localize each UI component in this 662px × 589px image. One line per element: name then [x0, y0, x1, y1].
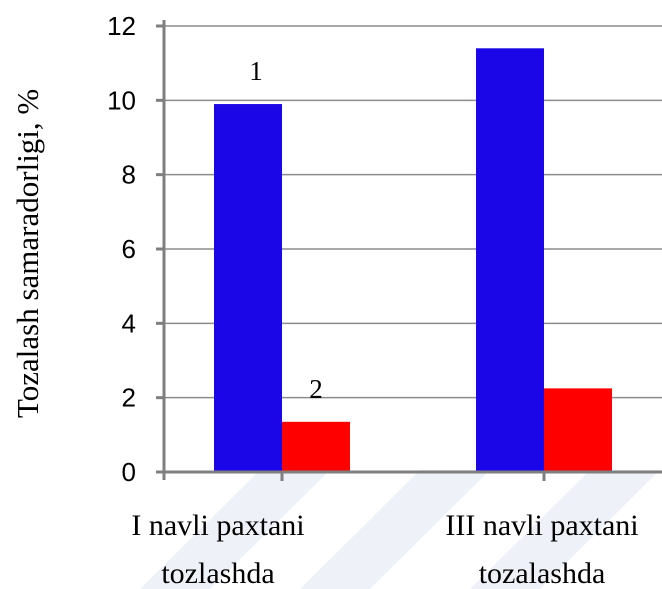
y-tick-label: 10 — [107, 85, 136, 115]
y-tick-label: 6 — [122, 234, 136, 264]
y-tick-labels: 0 2 4 6 8 10 12 — [107, 11, 136, 487]
x-category-label-2-line-1: III navli paxtani — [445, 509, 638, 542]
bar-series-2-1 — [282, 422, 350, 472]
x-category-label-1-line-1: I navli paxtani — [131, 509, 304, 542]
bar-series-1-1 — [214, 104, 282, 472]
y-tick-label: 4 — [122, 308, 136, 338]
bars — [214, 48, 612, 472]
x-category-label-2-line-2: tozalashda — [479, 557, 606, 589]
y-tick-label: 8 — [122, 160, 136, 190]
y-tick-label: 0 — [122, 457, 136, 487]
y-tick-label: 2 — [122, 383, 136, 413]
series-marker-2: 2 — [309, 374, 323, 404]
y-tick-label: 12 — [107, 11, 136, 41]
x-category-label-1-line-2: tozlashda — [161, 557, 274, 589]
bar-series-2-2 — [544, 388, 612, 472]
y-axis-label: Tozalash samaradorligi, % — [10, 89, 45, 418]
y-axis-label-overlap: Tozalash samaradorligi, % — [42, 89, 77, 418]
bar-series-1-2 — [476, 48, 544, 472]
series-marker-1: 1 — [249, 56, 263, 86]
